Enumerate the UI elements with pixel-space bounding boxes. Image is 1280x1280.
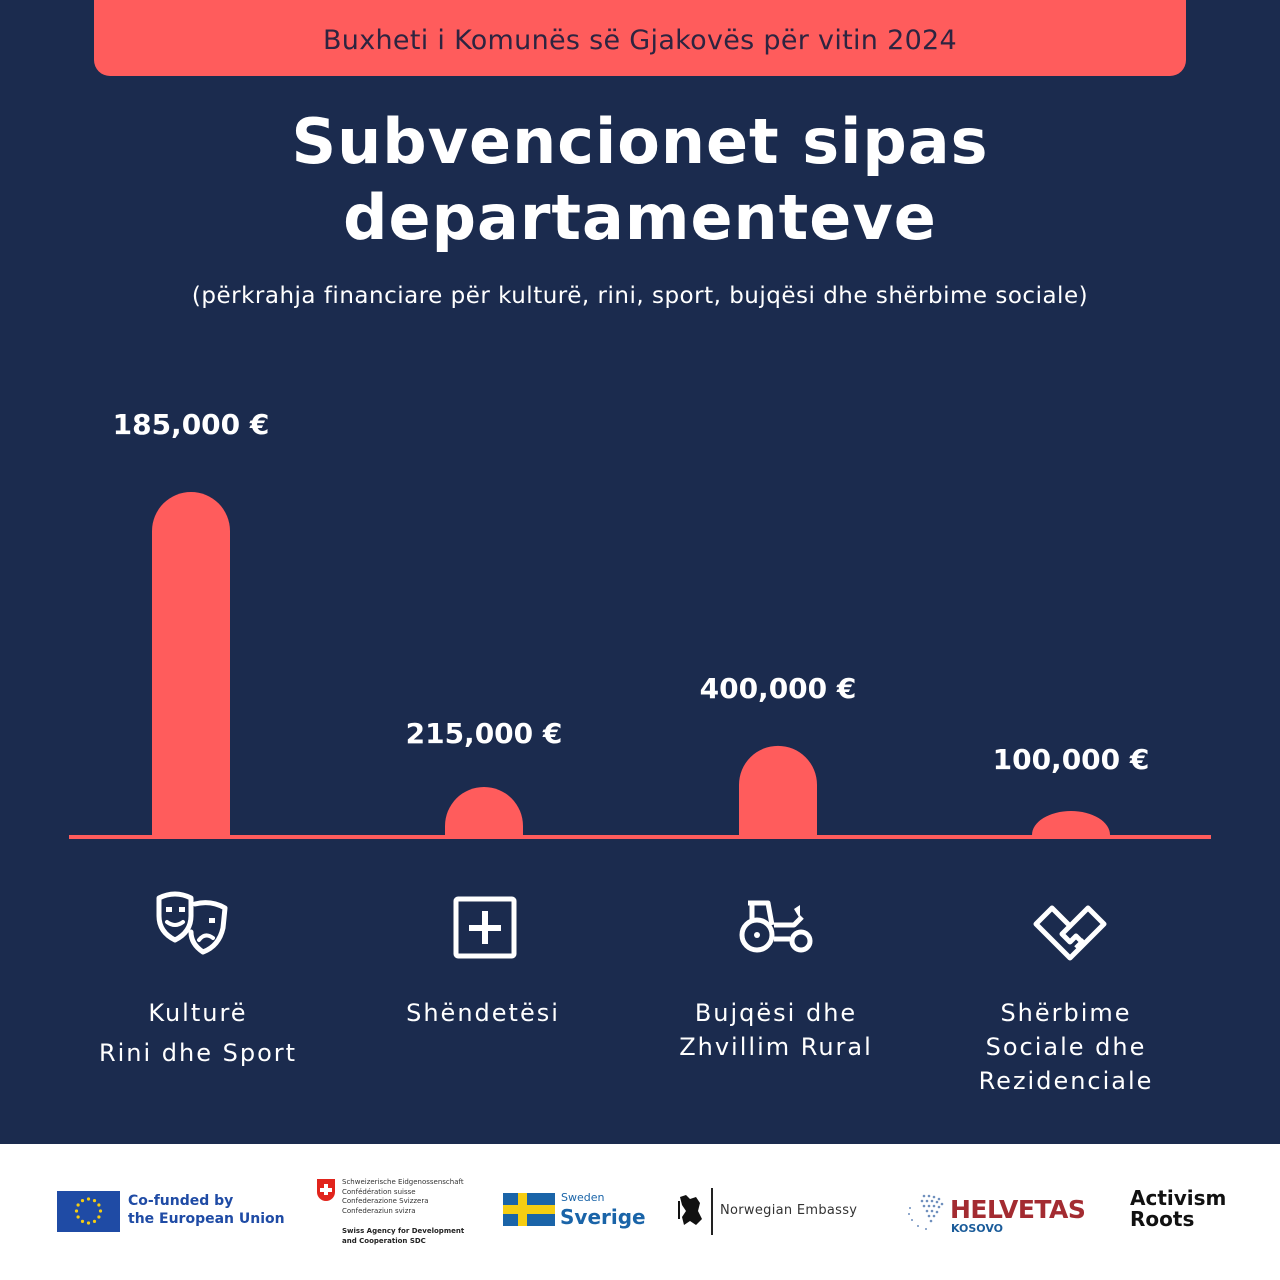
bar-chart: 185,000 € 215,000 € 400,000 € 100,000 € bbox=[69, 408, 1211, 839]
category-line: Sociale dhe bbox=[985, 1033, 1147, 1061]
top-banner: Buxheti i Komunës së Gjakovës për vitin … bbox=[94, 0, 1186, 76]
title-line-2: departamenteve bbox=[343, 181, 937, 254]
page-title: Subvencionet sipas departamenteve bbox=[0, 104, 1280, 256]
category-label-agriculture: Bujqësi dhe Zhvillim Rural bbox=[631, 996, 921, 1064]
swiss-agency-line: and Cooperation SDC bbox=[342, 1236, 426, 1245]
bar-1 bbox=[445, 786, 523, 835]
category-line: Rezidenciale bbox=[978, 1067, 1154, 1095]
eu-stars-icon bbox=[74, 1197, 103, 1225]
swiss-agency-line: Swiss Agency for Development bbox=[342, 1227, 465, 1235]
sweden-flag-icon bbox=[503, 1193, 555, 1226]
swiss-agency-text: Swiss Agency for Development and Coopera… bbox=[342, 1227, 464, 1246]
sweden-small-text: Sweden bbox=[561, 1191, 605, 1204]
handshake-heart-icon bbox=[1033, 905, 1107, 961]
activism-roots-line2: Roots bbox=[1130, 1207, 1195, 1231]
bar-value-label: 215,000 € bbox=[406, 717, 563, 750]
category-line: Shëndetësi bbox=[406, 999, 560, 1027]
norway-lion-icon bbox=[678, 1195, 702, 1225]
swiss-logo-text: Schweizerische Eidgenossenschaft Confédé… bbox=[342, 1178, 464, 1216]
category-line: Kulturë bbox=[148, 999, 248, 1027]
category-line: Rini dhe Sport bbox=[98, 1039, 298, 1067]
category-line: Zhvillim Rural bbox=[679, 1033, 873, 1061]
category-label-culture: Kulturë Rini dhe Sport bbox=[53, 996, 343, 1070]
title-line-1: Subvencionet sipas bbox=[291, 105, 989, 178]
medical-plus-icon bbox=[453, 896, 517, 959]
bar-value-label: 185,000 € bbox=[113, 408, 270, 441]
eu-flag-logo bbox=[57, 1191, 120, 1232]
page-subtitle: (përkrahja financiare për kulturë, rini,… bbox=[191, 283, 1089, 309]
theater-masks-icon bbox=[156, 891, 228, 955]
helvetas-kosovo-text: KOSOVO bbox=[951, 1222, 1004, 1235]
tractor-icon bbox=[739, 900, 813, 953]
sponsor-footer bbox=[0, 1144, 1280, 1280]
swiss-line: Confederaziun svizra bbox=[342, 1206, 416, 1215]
helvetas-globe-icon bbox=[908, 1194, 944, 1230]
category-label-health: Shëndetësi bbox=[338, 996, 628, 1030]
helvetas-logo-text: HELVETAS bbox=[950, 1195, 1086, 1224]
swiss-cross-icon bbox=[317, 1179, 335, 1201]
bar-3 bbox=[1032, 810, 1110, 835]
activism-roots-line1: Activism bbox=[1130, 1186, 1227, 1210]
bar-value-label: 400,000 € bbox=[700, 672, 857, 705]
eu-logo-text: Co-funded by the European Union bbox=[128, 1192, 285, 1228]
swiss-line: Confédération suisse bbox=[342, 1187, 416, 1196]
bar-2 bbox=[739, 745, 817, 835]
swiss-line: Schweizerische Eidgenossenschaft bbox=[342, 1178, 464, 1186]
swiss-line: Confederazione Svizzera bbox=[342, 1197, 429, 1205]
norway-logo-text: Norwegian Embassy bbox=[720, 1203, 858, 1218]
category-line: Shërbime bbox=[1000, 999, 1132, 1027]
sweden-big-text: Sverige bbox=[560, 1205, 646, 1229]
category-label-social: Shërbime Sociale dhe Rezidenciale bbox=[921, 996, 1211, 1098]
banner-text: Buxheti i Komunës së Gjakovës për vitin … bbox=[322, 24, 958, 56]
category-line: Bujqësi dhe bbox=[694, 999, 858, 1027]
bar-0 bbox=[152, 492, 230, 835]
bar-value-label: 100,000 € bbox=[993, 743, 1150, 776]
eu-line: Co-funded by bbox=[128, 1193, 234, 1209]
eu-line: the European Union bbox=[128, 1211, 285, 1227]
norway-divider bbox=[711, 1188, 713, 1235]
chart-baseline bbox=[69, 835, 1211, 839]
